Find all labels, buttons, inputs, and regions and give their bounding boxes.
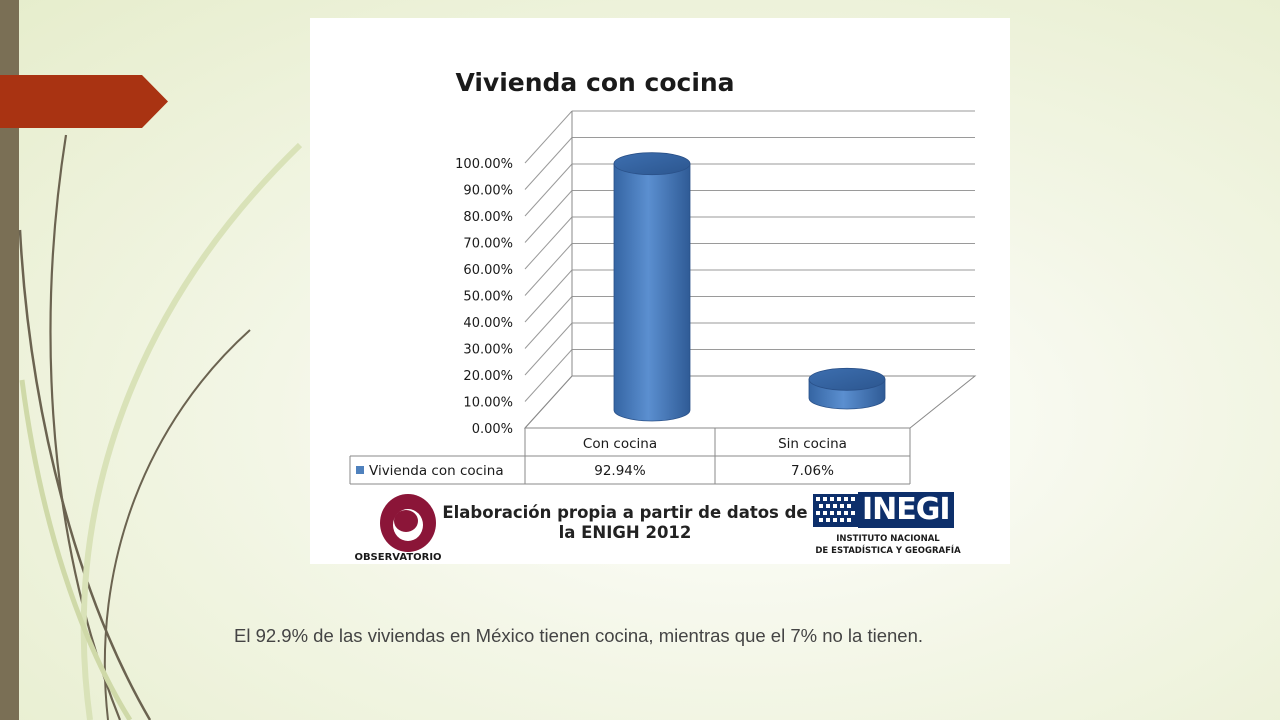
bar-con-cocina [613,152,691,422]
observatorio-label: OBSERVATORIO [354,552,442,563]
slide-left-bar [0,0,19,720]
chart-title: Vivienda con cocina [455,68,735,97]
y-axis-ticks: 0.00% 10.00% 20.00% 30.00% 40.00% 50.00% 60.00… [455,157,513,437]
data-table: Con cocina Sin cocina Vivienda con cocina 9… [349,427,911,485]
decorative-swooshes [18,134,303,720]
bar-sin-cocina [808,367,886,410]
title-accent-tab [0,75,168,128]
bar-chart: 0.00% 10.00% 20.00% 30.00% 40.00% 50.00% 60.00… [349,110,977,485]
data-label-0: 92.94% [594,463,646,479]
observatorio-logo-icon [380,494,436,552]
source-line-2: la ENIGH 2012 [558,523,692,542]
y-tick-label-9: 90.00% [463,184,513,199]
gridline-9 [524,137,975,190]
y-tick-label-8: 80.00% [463,210,513,225]
bars [613,152,886,422]
y-tick-label-2: 20.00% [463,369,513,384]
swoosh-1 [49,134,122,720]
source-note: Elaboración propia a partir de datos de … [440,503,810,543]
gridline-0 [524,375,975,429]
chart-floor [523,375,977,429]
legend-series-name: Vivienda con cocina [369,463,504,479]
swoosh-5 [19,379,133,720]
y-tick-label-6: 60.00% [463,263,513,278]
y-tick-label-1: 10.00% [463,396,513,411]
legend-swatch [356,466,364,474]
y-tick-label-4: 40.00% [463,316,513,331]
y-tick-label-0: 0.00% [472,422,513,437]
inegi-subtitle: INSTITUTO NACIONAL DE ESTADÍSTICA Y GEOG… [813,533,963,557]
x-category-label-1: Sin cocina [778,436,847,452]
inegi-logo-text: INEGI [858,492,954,528]
y-tick-label-10: 100.00% [455,157,513,172]
y-tick-label-7: 70.00% [463,237,513,252]
inegi-grid-icon [813,494,859,527]
y-tick-label-3: 30.00% [463,343,513,358]
inegi-subtitle-line-1: INSTITUTO NACIONAL [836,534,940,544]
gridline-10 [524,110,975,164]
chart-card: Vivienda con cocina 0.00% 10.00% 20.00% 30.… [310,18,1010,564]
swoosh-2 [18,229,152,720]
y-tick-label-5: 50.00% [463,290,513,305]
inegi-subtitle-line-2: DE ESTADÍSTICA Y GEOGRAFÍA [815,546,961,556]
x-category-label-0: Con cocina [583,436,657,452]
grid [523,110,977,429]
data-label-1: 7.06% [791,463,834,479]
source-line-1: Elaboración propia a partir de datos de [442,503,808,522]
slide-caption: El 92.9% de las viviendas en México tien… [234,625,924,646]
swoosh-3 [103,329,251,720]
